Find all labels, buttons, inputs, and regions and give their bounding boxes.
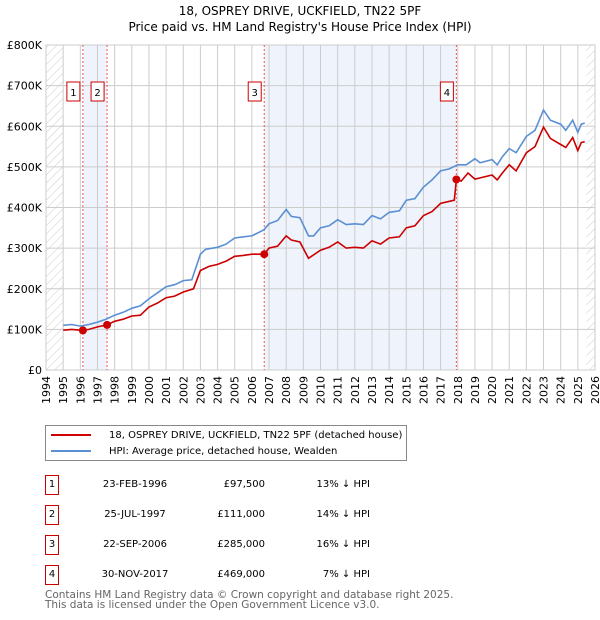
x-tick-label: 2016 — [417, 376, 430, 404]
x-tick-label: 1994 — [40, 376, 53, 404]
x-tick-label: 1997 — [91, 376, 104, 404]
x-tick-label: 2022 — [520, 376, 533, 404]
y-tick-label: £700K — [7, 80, 43, 93]
x-tick-label: 2011 — [332, 376, 345, 404]
sale-date: 30-NOV-2017 — [101, 569, 169, 580]
x-tick-label: 2006 — [246, 376, 259, 404]
x-tick-label: 1995 — [57, 376, 70, 404]
x-tick-label: 2017 — [435, 376, 448, 404]
x-tick-label: 1998 — [109, 376, 122, 404]
x-tick-label: 2025 — [572, 376, 585, 404]
price-chart: 1994 1995 1996 1997 1998 1999 2000 2001 2002 2003… — [7, 39, 600, 404]
footer: Contains HM Land Registry data © Crown c… — [45, 589, 454, 611]
x-tick-label: 2020 — [486, 376, 499, 404]
x-tick-label: 1996 — [74, 376, 87, 404]
x-tick-label: 2012 — [349, 376, 362, 404]
sale-marker-number: 4 — [45, 565, 59, 585]
sale-point — [78, 326, 87, 335]
sale-hpi-delta: 7% ↓ HPI — [322, 569, 370, 580]
x-tick-label: 2024 — [555, 376, 568, 404]
legend-swatch-red — [51, 434, 91, 436]
x-tick-label: 2002 — [177, 376, 190, 404]
x-tick-label: 2015 — [400, 376, 413, 404]
hpi-line — [63, 108, 585, 327]
legend: 18, OSPREY DRIVE, UCKFIELD, TN22 5PF (de… — [45, 425, 407, 461]
sale-row: 2 25-JUL-1997 £111,000 14% ↓ HPI — [45, 505, 445, 525]
plot-frame — [45, 44, 596, 371]
x-tick-label: 2005 — [229, 376, 242, 404]
x-tick-label: 2021 — [503, 376, 516, 404]
sale-hpi-delta: 14% ↓ HPI — [316, 509, 370, 520]
x-tick-label: 2003 — [194, 376, 207, 404]
y-tick-label: £200K — [7, 283, 43, 296]
x-tick-label: 2013 — [366, 376, 379, 404]
sale-point — [452, 175, 461, 184]
x-tick-label: 2008 — [280, 376, 293, 404]
sale-row: 3 22-SEP-2006 £285,000 16% ↓ HPI — [45, 535, 445, 555]
x-tick-label: 1999 — [126, 376, 139, 404]
sale-label-number: 1 — [70, 88, 76, 99]
x-tick-label: 2007 — [263, 376, 276, 404]
x-tick-label: 2000 — [143, 376, 156, 404]
sale-hpi-delta: 13% ↓ HPI — [316, 479, 370, 490]
sale-date: 22-SEP-2006 — [103, 539, 167, 550]
x-tick-label: 2026 — [589, 376, 600, 404]
property-price-line — [63, 125, 585, 332]
footer-line-1: Contains HM Land Registry data © Crown c… — [45, 589, 454, 601]
sale-price: £97,500 — [223, 479, 265, 490]
sale-label-number: 2 — [94, 88, 100, 99]
sale-label-number: 4 — [444, 88, 450, 99]
legend-item-property: 18, OSPREY DRIVE, UCKFIELD, TN22 5PF (de… — [46, 427, 402, 443]
x-tick-label: 2009 — [297, 376, 310, 404]
sale-label-number: 3 — [252, 88, 258, 99]
y-tick-label: £100K — [7, 323, 43, 336]
sale-date: 25-JUL-1997 — [104, 509, 166, 520]
sale-hpi-delta: 16% ↓ HPI — [316, 539, 370, 550]
y-tick-label: £800K — [7, 39, 43, 52]
x-tick-label: 2023 — [538, 376, 551, 404]
sale-marker-number: 2 — [45, 505, 59, 525]
sale-point — [103, 320, 112, 329]
y-tick-label: £300K — [7, 242, 43, 255]
sale-date: 23-FEB-1996 — [102, 479, 168, 490]
legend-swatch-blue — [51, 450, 91, 452]
x-tick-label: 2018 — [452, 376, 465, 404]
sale-label-box — [439, 81, 454, 102]
sale-label-box — [66, 81, 81, 102]
sale-label-box — [247, 81, 262, 102]
x-tick-label: 2019 — [469, 376, 482, 404]
x-tick-label: 2004 — [212, 376, 225, 404]
x-tick-label: 2001 — [160, 376, 173, 404]
legend-label: HPI: Average price, detached house, Weal… — [109, 445, 338, 457]
legend-label: 18, OSPREY DRIVE, UCKFIELD, TN22 5PF (de… — [109, 429, 403, 441]
chart-title: 18, OSPREY DRIVE, UCKFIELD, TN22 5PF — [178, 4, 422, 18]
sale-price: £469,000 — [217, 569, 265, 580]
chart-subtitle: Price paid vs. HM Land Registry's House … — [128, 20, 472, 34]
footer-line-2: This data is licensed under the Open Gov… — [45, 599, 380, 611]
y-tick-label: £400K — [7, 202, 43, 215]
y-tick-label: £500K — [7, 161, 43, 174]
sale-price: £285,000 — [217, 539, 265, 550]
x-tick-label: 2010 — [315, 376, 328, 404]
sale-price: £111,000 — [217, 509, 265, 520]
sale-point — [260, 250, 269, 259]
x-tick-label: 2014 — [383, 376, 396, 404]
sale-marker-number: 1 — [45, 475, 59, 495]
sale-row: 4 30-NOV-2017 £469,000 7% ↓ HPI — [45, 565, 445, 585]
legend-item-hpi: HPI: Average price, detached house, Weal… — [46, 443, 337, 459]
sale-row: 1 23-FEB-1996 £97,500 13% ↓ HPI — [45, 475, 445, 495]
y-tick-label: £0 — [28, 364, 42, 377]
sale-label-box — [90, 81, 105, 102]
y-tick-label: £600K — [7, 120, 43, 133]
sale-marker-number: 3 — [45, 535, 59, 555]
